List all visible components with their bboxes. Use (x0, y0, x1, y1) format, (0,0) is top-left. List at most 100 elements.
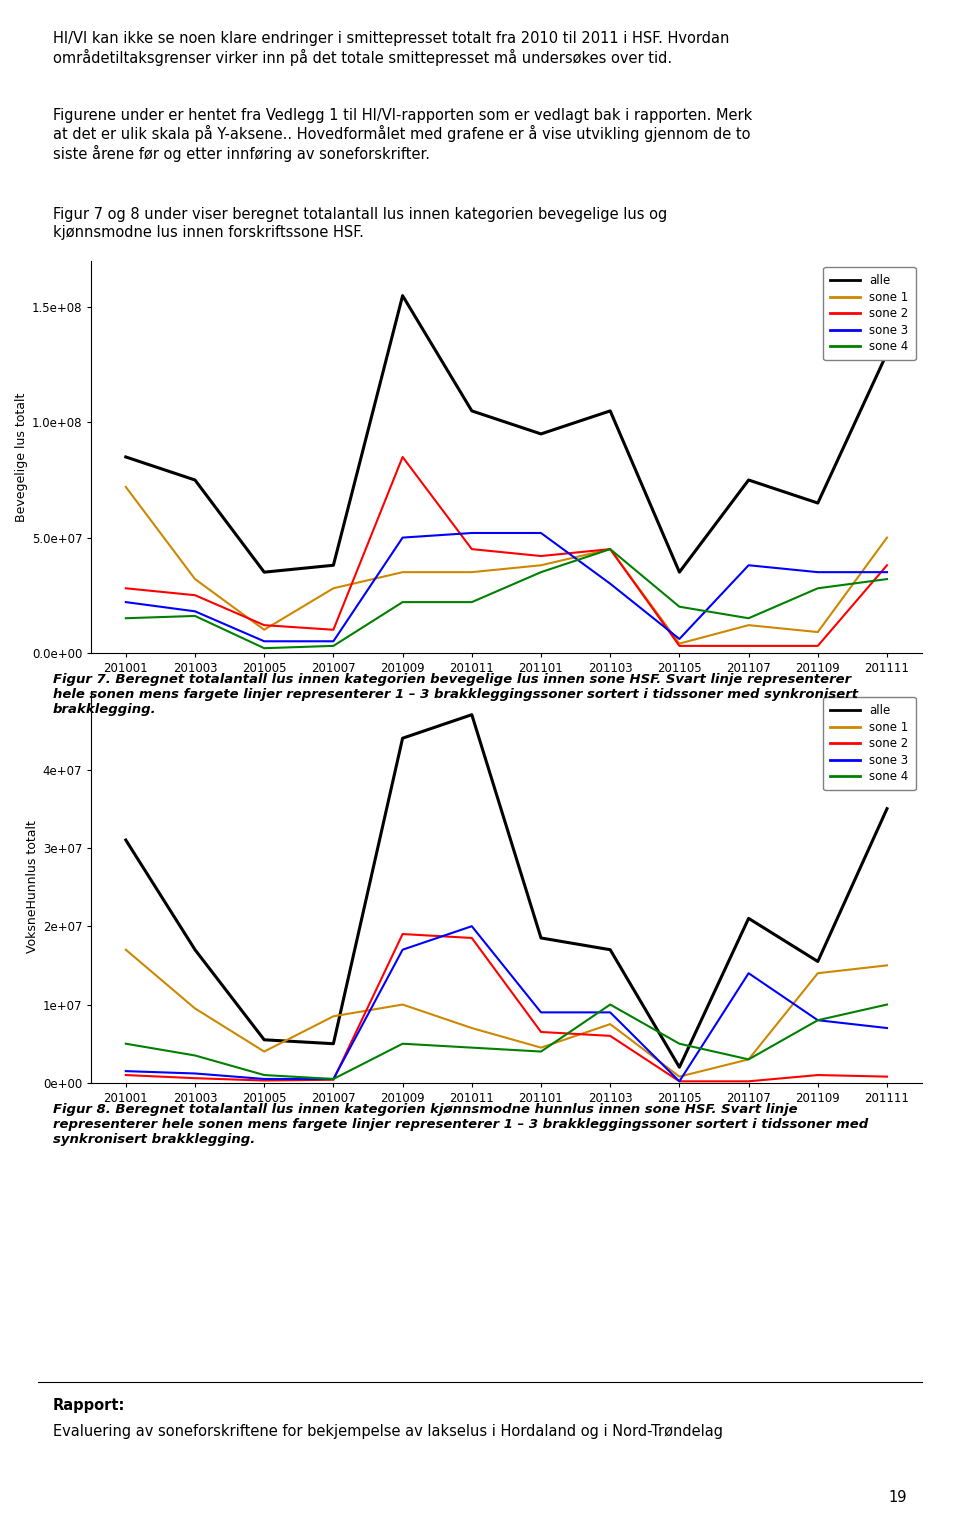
sone 1 (466, 1018, 477, 1037)
sone 1 (536, 1038, 547, 1057)
alle (881, 344, 893, 362)
Line: alle: alle (126, 296, 887, 573)
sone 1 (743, 616, 755, 634)
Legend: alle, sone 1, sone 2, sone 3, sone 4: alle, sone 1, sone 2, sone 3, sone 4 (824, 267, 916, 361)
alle (466, 705, 477, 723)
alle (258, 1031, 270, 1049)
alle (396, 287, 408, 306)
sone 3 (258, 633, 270, 651)
sone 1 (812, 965, 824, 983)
alle (674, 564, 685, 582)
sone 2 (466, 929, 477, 948)
sone 2 (327, 1071, 339, 1089)
alle (743, 909, 755, 928)
Line: alle: alle (126, 714, 887, 1068)
Line: sone 2: sone 2 (126, 458, 887, 647)
sone 4 (120, 1035, 132, 1054)
sone 1 (674, 634, 685, 653)
sone 3 (743, 965, 755, 983)
alle (743, 470, 755, 488)
sone 2 (881, 556, 893, 574)
sone 1 (189, 570, 201, 588)
sone 2 (605, 541, 616, 559)
Line: sone 4: sone 4 (126, 1005, 887, 1078)
sone 1 (327, 579, 339, 598)
Text: Figurene under er hentet fra Vedlegg 1 til HI/VI-rapporten som er vedlagt bak i : Figurene under er hentet fra Vedlegg 1 t… (53, 108, 752, 163)
sone 4 (189, 607, 201, 625)
sone 3 (536, 524, 547, 542)
alle (189, 470, 201, 488)
sone 4 (327, 1069, 339, 1087)
sone 4 (258, 639, 270, 657)
sone 4 (674, 598, 685, 616)
sone 1 (605, 1015, 616, 1034)
alle (536, 425, 547, 444)
sone 2 (536, 547, 547, 565)
sone 2 (189, 1069, 201, 1087)
sone 2 (881, 1068, 893, 1086)
sone 3 (881, 1018, 893, 1037)
Text: Evaluering av soneforskriftene for bekjempelse av lakselus i Hordaland og i Nord: Evaluering av soneforskriftene for bekje… (53, 1424, 723, 1439)
sone 2 (189, 587, 201, 605)
sone 1 (466, 564, 477, 582)
sone 4 (812, 1011, 824, 1029)
alle (396, 730, 408, 748)
sone 3 (327, 1069, 339, 1087)
alle (881, 799, 893, 817)
alle (812, 495, 824, 513)
Text: Figur 7 og 8 under viser beregnet totalantall lus innen kategorien bevegelige lu: Figur 7 og 8 under viser beregnet totala… (53, 207, 667, 240)
sone 4 (258, 1066, 270, 1084)
sone 1 (258, 621, 270, 639)
sone 1 (120, 478, 132, 496)
alle (605, 940, 616, 958)
sone 2 (120, 1066, 132, 1084)
sone 4 (189, 1046, 201, 1064)
sone 4 (396, 593, 408, 611)
sone 2 (743, 1072, 755, 1091)
sone 2 (536, 1023, 547, 1041)
sone 4 (881, 995, 893, 1014)
sone 3 (812, 1011, 824, 1029)
alle (120, 831, 132, 849)
sone 2 (812, 1066, 824, 1084)
sone 4 (536, 1043, 547, 1061)
Text: Figur 7. Beregnet totalantall lus innen kategorien bevegelige lus innen sone HSF: Figur 7. Beregnet totalantall lus innen … (53, 673, 858, 716)
sone 2 (812, 637, 824, 656)
sone 3 (189, 1064, 201, 1083)
sone 3 (812, 564, 824, 582)
sone 1 (743, 1051, 755, 1069)
alle (327, 1035, 339, 1054)
sone 2 (466, 541, 477, 559)
sone 3 (674, 630, 685, 648)
alle (258, 564, 270, 582)
sone 1 (881, 528, 893, 547)
sone 2 (674, 637, 685, 656)
sone 1 (120, 940, 132, 958)
sone 2 (743, 637, 755, 656)
alle (812, 952, 824, 971)
alle (120, 449, 132, 467)
sone 3 (674, 1072, 685, 1091)
sone 4 (605, 995, 616, 1014)
sone 4 (466, 1038, 477, 1057)
sone 1 (812, 624, 824, 642)
sone 4 (536, 564, 547, 582)
Line: sone 1: sone 1 (126, 949, 887, 1077)
Text: 19: 19 (889, 1490, 907, 1505)
sone 3 (189, 602, 201, 621)
Y-axis label: Bevegelige lus totalt: Bevegelige lus totalt (14, 392, 28, 522)
sone 2 (258, 616, 270, 634)
sone 3 (120, 1061, 132, 1080)
sone 3 (120, 593, 132, 611)
sone 3 (466, 917, 477, 935)
sone 4 (120, 610, 132, 628)
sone 1 (674, 1068, 685, 1086)
sone 3 (466, 524, 477, 542)
Y-axis label: VoksneHunnlus totalt: VoksneHunnlus totalt (26, 820, 38, 954)
Text: HI/VI kan ikke se noen klare endringer i smittepresset totalt fra 2010 til 2011 : HI/VI kan ikke se noen klare endringer i… (53, 31, 730, 66)
sone 2 (605, 1026, 616, 1044)
sone 4 (743, 1051, 755, 1069)
sone 3 (258, 1069, 270, 1087)
alle (189, 940, 201, 958)
sone 3 (396, 940, 408, 958)
